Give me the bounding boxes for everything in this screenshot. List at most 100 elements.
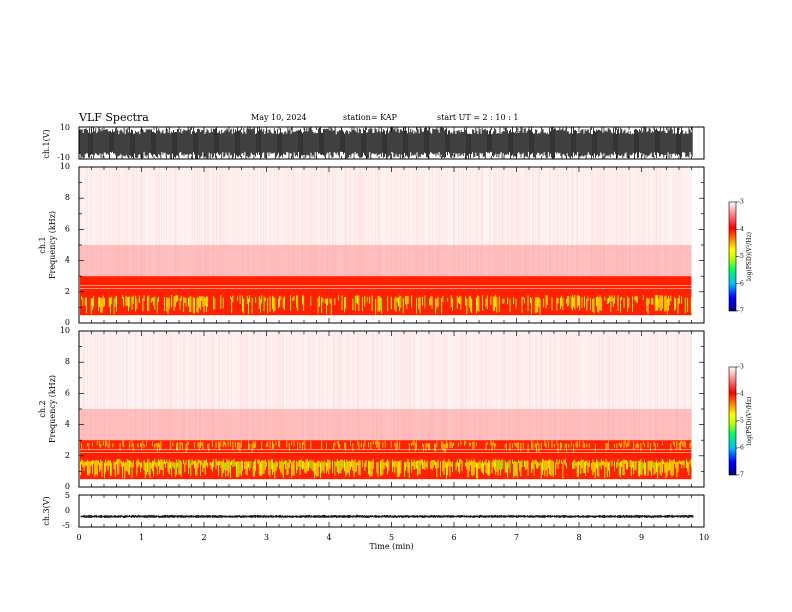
hotspot [392, 459, 393, 472]
hotspot [96, 440, 98, 445]
noise-column [443, 168, 444, 278]
noise-column [237, 168, 238, 278]
noise-column [305, 168, 306, 278]
hotspot [179, 442, 181, 450]
noise-column [382, 332, 383, 442]
hotspot [222, 459, 224, 473]
hotspot [531, 462, 533, 473]
noise-column [395, 168, 396, 278]
noise-column [129, 168, 130, 278]
noise-column [610, 332, 611, 442]
hotspot [548, 440, 549, 448]
noise-column [593, 168, 594, 278]
noise-column [169, 332, 170, 442]
hotspot [531, 298, 533, 314]
noise-column [323, 168, 324, 278]
noise-column [515, 332, 516, 442]
hotspot [572, 462, 573, 469]
hotspot [132, 295, 134, 304]
band-fringe [80, 245, 692, 277]
noise-column [184, 332, 185, 442]
hotspot [470, 442, 471, 447]
hotspot [425, 443, 427, 451]
hotspot [468, 459, 470, 472]
hotspot [608, 440, 609, 450]
noise-column [682, 332, 683, 442]
hotspot [230, 462, 231, 478]
hotspot [544, 440, 546, 446]
noise-column [507, 332, 508, 442]
noise-column [342, 168, 343, 278]
noise-column [205, 168, 206, 278]
noise-column [327, 332, 328, 442]
noise-column [498, 332, 499, 442]
hotspot [179, 460, 181, 475]
noise-column [581, 168, 582, 278]
noise-column [540, 168, 541, 278]
noise-column [217, 332, 218, 442]
hotspot [107, 444, 109, 448]
hotspot [293, 296, 295, 301]
noise-column [153, 332, 154, 442]
hotspot [512, 443, 513, 449]
noise-column [369, 332, 370, 442]
noise-column [386, 168, 387, 278]
noise-column [249, 168, 250, 278]
noise-column [106, 168, 107, 278]
hotspot [347, 461, 349, 473]
noise-column [590, 332, 591, 442]
hotspot [239, 295, 241, 304]
noise-column [185, 168, 186, 278]
noise-column [211, 168, 212, 278]
noise-column [97, 168, 98, 278]
hotspot [154, 443, 156, 449]
noise-column [686, 168, 687, 278]
hotspot [452, 443, 453, 449]
noise-column [200, 332, 201, 442]
noise-column [83, 168, 84, 278]
noise-column [258, 168, 259, 278]
hotspot [108, 460, 110, 466]
hotspot [404, 461, 405, 477]
hotspot [282, 298, 284, 309]
noise-column [441, 332, 442, 442]
hotspot [375, 298, 377, 315]
noise-column [500, 332, 501, 442]
noise-column [155, 168, 156, 278]
noise-column [468, 332, 469, 442]
x-tick-label: 6 [451, 533, 456, 542]
hotspot [167, 298, 169, 315]
noise-column [127, 168, 128, 278]
noise-column [244, 168, 245, 278]
y-tick-label: 6 [65, 388, 70, 397]
noise-column [360, 332, 361, 442]
noise-column [517, 168, 518, 278]
noise-column [363, 168, 364, 278]
colorbar-label: log(PSD)(V²/Hz) [746, 397, 753, 446]
hotspot [132, 460, 134, 468]
noise-column [550, 332, 551, 442]
hotspot [639, 461, 641, 477]
noise-column [322, 332, 323, 442]
hotspot [479, 460, 481, 469]
hotspot [526, 460, 528, 470]
hotspot [609, 461, 611, 477]
noise-column [289, 168, 290, 278]
noise-column [314, 332, 315, 442]
noise-column [243, 332, 244, 442]
noise-column [407, 168, 408, 278]
hotspot [371, 295, 373, 311]
noise-column [215, 168, 216, 278]
hotspot [274, 462, 276, 479]
noise-column [528, 168, 529, 278]
noise-column [517, 332, 518, 442]
noise-column [273, 332, 274, 442]
noise-column [325, 168, 326, 278]
hotspot [474, 461, 476, 468]
noise-column [257, 332, 258, 442]
hotspot [170, 440, 171, 450]
noise-column [492, 168, 493, 278]
hotspot [436, 440, 438, 448]
noise-column [664, 332, 665, 442]
